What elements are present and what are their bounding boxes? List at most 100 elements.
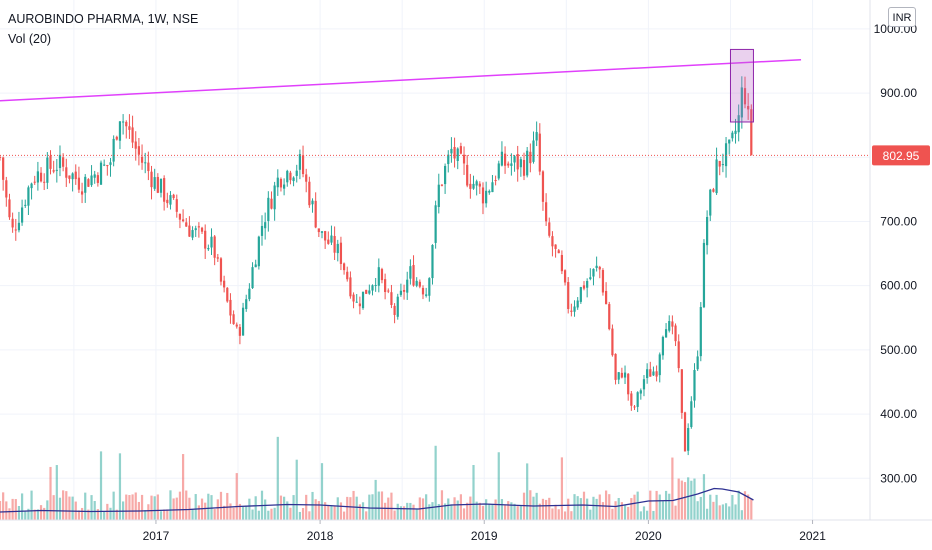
volume-bar bbox=[472, 465, 475, 520]
candle-body bbox=[68, 175, 71, 179]
volume-bar bbox=[693, 478, 696, 520]
candle-body bbox=[188, 225, 191, 237]
candle-body bbox=[459, 146, 462, 154]
candle-body bbox=[181, 219, 185, 222]
candle-body bbox=[324, 231, 327, 241]
candle-body bbox=[175, 199, 178, 212]
candle-body bbox=[636, 392, 639, 407]
volume-bar bbox=[633, 494, 636, 520]
candle-body bbox=[687, 428, 690, 451]
volume-bar bbox=[36, 509, 39, 520]
candle-body bbox=[131, 127, 134, 143]
candle-body bbox=[87, 179, 90, 187]
candle-body bbox=[245, 299, 248, 309]
volume-bar bbox=[592, 496, 595, 520]
currency-badge[interactable]: INR bbox=[888, 7, 916, 27]
candle-body bbox=[52, 170, 55, 172]
candle-body bbox=[639, 390, 642, 394]
candle-body bbox=[77, 177, 81, 190]
volume-bar bbox=[71, 496, 74, 520]
candle-body bbox=[80, 191, 84, 195]
volume-bar bbox=[144, 510, 147, 520]
candle-body bbox=[447, 154, 450, 165]
volume-bar bbox=[308, 511, 311, 520]
candle-body bbox=[301, 155, 305, 175]
candle-body bbox=[674, 325, 677, 342]
candle-body bbox=[652, 371, 655, 376]
candle-body bbox=[557, 250, 560, 254]
candle-body bbox=[554, 244, 557, 249]
chart-overlays bbox=[0, 48, 870, 156]
volume-bar bbox=[197, 505, 200, 520]
candle-body bbox=[185, 222, 188, 227]
volume-bar bbox=[30, 490, 33, 520]
volume-bar bbox=[743, 491, 747, 520]
candle-body bbox=[570, 310, 573, 312]
volume-bar bbox=[639, 511, 642, 520]
volume-bar bbox=[270, 508, 273, 520]
volume-bar bbox=[204, 502, 207, 520]
candle-body bbox=[747, 105, 750, 110]
candle-body bbox=[630, 393, 633, 406]
volume-bar bbox=[11, 498, 14, 520]
volume-bar bbox=[175, 497, 178, 520]
volume-bar bbox=[671, 457, 674, 520]
candle-body bbox=[409, 266, 412, 279]
volume-bar bbox=[674, 505, 677, 520]
candle-body bbox=[169, 195, 172, 205]
volume-bar bbox=[576, 496, 579, 520]
volume-bar bbox=[655, 490, 658, 520]
candle-body bbox=[412, 265, 415, 286]
volume-bar bbox=[526, 463, 529, 520]
y-tick-label: 500.00 bbox=[880, 343, 917, 357]
candle-body bbox=[601, 270, 605, 293]
candle-body bbox=[384, 279, 387, 293]
volume-bar bbox=[118, 453, 122, 520]
volume-bar bbox=[140, 494, 144, 520]
volume-bar bbox=[194, 494, 197, 520]
volume-bar bbox=[399, 506, 403, 520]
volume-bar bbox=[99, 451, 103, 520]
candle-body bbox=[526, 150, 529, 176]
candle-body bbox=[718, 160, 721, 167]
volume-bar bbox=[690, 480, 693, 520]
volume-bar bbox=[595, 498, 598, 520]
volume-bar bbox=[276, 436, 279, 520]
candle-body bbox=[620, 372, 623, 378]
candle-body bbox=[8, 199, 11, 218]
volume-bar bbox=[166, 509, 169, 520]
volume-bar bbox=[286, 501, 289, 520]
volume-bar bbox=[178, 491, 182, 520]
volume-bar bbox=[699, 496, 702, 520]
chart-legend: AUROBINDO PHARMA, 1W, NSE Vol (20) bbox=[8, 9, 198, 49]
volume-bar bbox=[169, 490, 172, 520]
candle-body bbox=[661, 336, 665, 356]
candle-body bbox=[178, 213, 182, 220]
highlight-box bbox=[729, 48, 754, 123]
candle-body bbox=[349, 277, 352, 297]
candle-body bbox=[308, 181, 311, 206]
volume-bar bbox=[333, 505, 336, 520]
candle-body bbox=[743, 88, 747, 105]
volume-bar bbox=[248, 498, 251, 520]
candle-body bbox=[576, 300, 579, 308]
volume-bar bbox=[238, 503, 242, 520]
volume-bar bbox=[563, 511, 567, 520]
volume-bar bbox=[740, 510, 743, 520]
volume-bar bbox=[390, 492, 393, 520]
volume-bar bbox=[213, 509, 216, 520]
volume-bar bbox=[55, 465, 58, 520]
volume-bar bbox=[273, 507, 276, 520]
candle-body bbox=[396, 296, 399, 317]
volume-bar bbox=[747, 494, 750, 520]
candle-body bbox=[147, 162, 150, 172]
candle-body bbox=[286, 170, 289, 183]
volume-bar bbox=[453, 497, 456, 520]
candle-body bbox=[112, 138, 115, 162]
volume-bar bbox=[327, 505, 330, 520]
last-price-label: 802.95 bbox=[883, 149, 920, 163]
candle-body bbox=[194, 228, 197, 231]
candle-body bbox=[219, 258, 223, 282]
candle-body bbox=[390, 292, 393, 305]
